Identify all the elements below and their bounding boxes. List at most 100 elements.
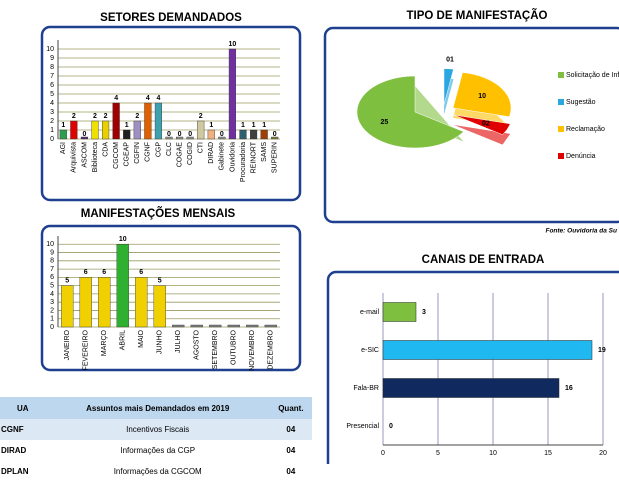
- source: Fonte: Ouvidoria da Su: [545, 228, 617, 235]
- y-tick-label: 2: [50, 118, 54, 125]
- value-label: 6: [84, 269, 88, 276]
- bar: [61, 285, 74, 328]
- y-tick-label: 2: [50, 307, 54, 314]
- legend-label: Sugestão: [566, 99, 596, 106]
- x-tick-label: AGOSTO: [194, 329, 201, 359]
- value-label: 5: [158, 277, 162, 284]
- pie-slice: [452, 72, 512, 118]
- value-label: 0: [178, 131, 182, 138]
- value-label: 0: [82, 131, 86, 138]
- bar: [172, 324, 185, 328]
- value-label: 4: [114, 95, 118, 102]
- x-tick-label: Procuradoria: [240, 142, 247, 182]
- x-tick-label: 20: [599, 450, 607, 457]
- value-label: 6: [102, 269, 106, 276]
- y-tick-label: 9: [50, 249, 54, 256]
- x-tick-label: SETEMBRO: [212, 329, 219, 369]
- value-label: 1: [241, 122, 245, 129]
- value-label: 10: [119, 236, 127, 243]
- x-tick-label: 15: [544, 450, 552, 457]
- cell: 04: [269, 419, 312, 440]
- x-tick-label: REINORT: [250, 141, 257, 173]
- y-tick-label: 10: [46, 241, 54, 248]
- bar: [207, 129, 215, 140]
- value-label: 1: [262, 122, 266, 129]
- y-tick-label: 3: [50, 299, 54, 306]
- x-tick-label: 5: [436, 450, 440, 457]
- bar: [59, 129, 67, 140]
- value-label: 2: [135, 113, 139, 120]
- x-tick-label: CGCOM: [113, 142, 120, 169]
- y-tick-label: 7: [50, 73, 54, 80]
- bar: [249, 129, 258, 140]
- bar: [123, 129, 131, 140]
- legend-label: Solicitação de Informação: [566, 72, 619, 79]
- x-tick-label: CGEAP: [124, 142, 131, 167]
- x-tick-label: ASCOM: [81, 142, 88, 168]
- frame: [323, 26, 619, 224]
- value-label: 2: [72, 113, 76, 120]
- legend-label: Reclamação: [566, 126, 605, 133]
- chart-title: SETORES DEMANDADOS: [100, 12, 242, 24]
- x-tick-label: COGID: [187, 142, 194, 165]
- x-tick-label: MARÇO: [101, 329, 108, 356]
- x-tick-label: 0: [381, 450, 385, 457]
- value-label: 1: [61, 122, 65, 129]
- frame: [326, 270, 619, 464]
- cell: Informações da CGP: [120, 446, 196, 455]
- value-label: 1: [125, 122, 129, 129]
- value-label: 2: [104, 113, 108, 120]
- value-label: 19: [598, 347, 606, 354]
- x-tick-label: Biblioteca: [92, 142, 99, 172]
- value-label: 2: [199, 113, 203, 120]
- bar: [98, 277, 111, 328]
- bar: [153, 285, 166, 328]
- value-label: 10: [229, 41, 237, 48]
- x-tick-label: JULHO: [175, 329, 182, 353]
- bar: [112, 102, 120, 140]
- y-tick-label: Presencial: [346, 423, 379, 430]
- bar: [227, 324, 240, 328]
- header-cell: UA: [0, 397, 46, 419]
- value-label: 4: [156, 95, 160, 102]
- value-label: 02: [482, 120, 490, 127]
- x-tick-label: FEVEREIRO: [83, 329, 90, 370]
- table: UA Assuntos mais Demandados em 2019 Quan…: [0, 397, 312, 482]
- x-tick-label: CDA: [102, 142, 109, 157]
- cell: DPLAN: [1, 467, 29, 476]
- bar: [101, 120, 110, 140]
- bar: [186, 136, 194, 140]
- x-tick-label: SAMS: [261, 142, 268, 162]
- x-tick-label: JANEIRO: [64, 329, 71, 360]
- header-cell: Assuntos mais Demandados em 2019: [45, 397, 270, 419]
- x-tick-label: CLC: [166, 142, 173, 156]
- legend-swatch: [558, 126, 564, 132]
- x-tick-label: Gabinete: [219, 142, 226, 171]
- table-row: CGNF Incentivos Fiscais 04: [0, 419, 312, 440]
- bar: [382, 340, 593, 360]
- x-tick-label: CTI: [198, 142, 205, 153]
- bar: [116, 244, 129, 328]
- value-label: 5: [65, 277, 69, 284]
- y-tick-label: 1: [50, 127, 54, 134]
- value-label: 1: [252, 122, 256, 129]
- page: SETORES DEMANDADOS TIPO DE MANIFESTAÇÃO …: [0, 9, 619, 476]
- pie-side: [453, 124, 511, 145]
- x-tick-label: ABRIL: [120, 330, 127, 350]
- y-tick-label: 7: [50, 266, 54, 273]
- y-tick-label: e-SIC: [361, 347, 379, 354]
- y-tick-label: 8: [50, 64, 54, 71]
- bar: [91, 120, 99, 140]
- table-row: DPLAN Informações da CGCOM 04: [0, 461, 312, 482]
- x-tick-label: SUPERIN: [272, 142, 279, 173]
- value-label: 16: [565, 385, 573, 392]
- bar: [154, 102, 163, 140]
- bar: [175, 136, 184, 140]
- value-label: 0: [389, 423, 393, 430]
- value-label: 0: [167, 131, 171, 138]
- y-tick-label: 5: [50, 282, 54, 289]
- x-tick-label: DIRAD: [208, 142, 215, 164]
- bar: [382, 378, 560, 398]
- bar: [70, 120, 78, 140]
- cell: 04: [286, 446, 296, 455]
